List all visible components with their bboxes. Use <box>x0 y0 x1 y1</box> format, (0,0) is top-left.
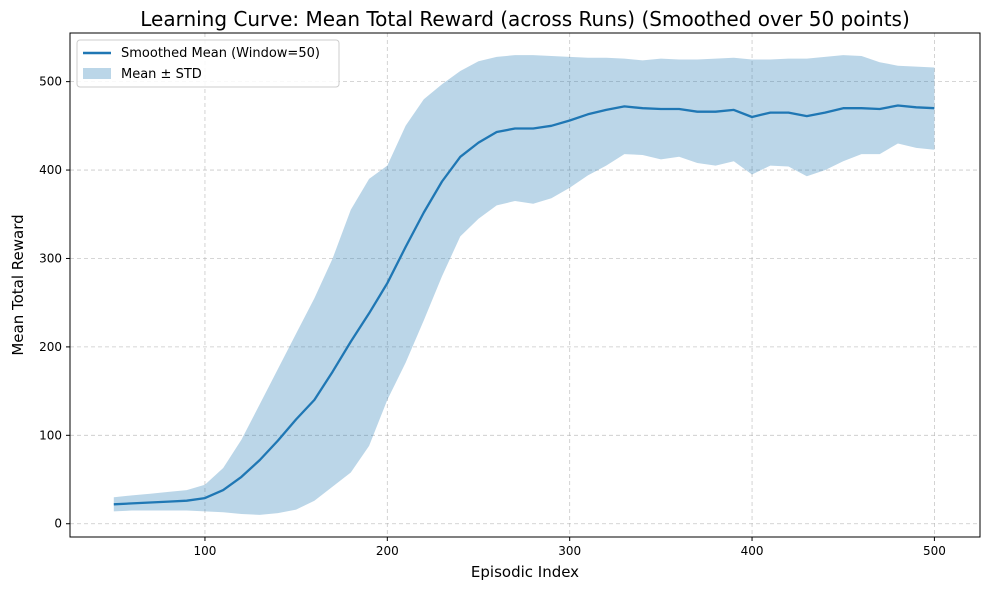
x-tick-label: 400 <box>741 544 764 558</box>
y-tick-label: 300 <box>39 251 62 265</box>
y-tick-label: 0 <box>54 517 62 531</box>
x-tick-label: 300 <box>558 544 581 558</box>
y-tick-label: 400 <box>39 163 62 177</box>
x-tick-label: 500 <box>923 544 946 558</box>
chart-title: Learning Curve: Mean Total Reward (acros… <box>140 7 910 31</box>
x-axis-label: Episodic Index <box>471 563 579 581</box>
legend-label-std: Mean ± STD <box>121 67 202 82</box>
std-band-layer <box>113 55 935 515</box>
y-axis-label: Mean Total Reward <box>9 214 27 355</box>
y-tick-label: 500 <box>39 75 62 89</box>
legend: Smoothed Mean (Window=50) Mean ± STD <box>76 39 340 88</box>
legend-band-swatch <box>83 68 111 79</box>
legend-label-mean: Smoothed Mean (Window=50) <box>121 46 320 61</box>
plot-frame <box>69 32 981 538</box>
x-tick-label: 200 <box>376 544 399 558</box>
x-axis-ticks: 100 200 300 400 500 <box>193 537 946 558</box>
y-tick-label: 200 <box>39 340 62 354</box>
legend-box <box>76 39 340 88</box>
mean-line-layer <box>113 104 935 506</box>
y-tick-label: 100 <box>39 428 62 442</box>
x-tick-label: 100 <box>193 544 216 558</box>
y-axis-ticks: 0 100 200 300 400 500 <box>39 75 70 531</box>
mean-line <box>113 104 935 506</box>
std-band <box>113 55 935 515</box>
